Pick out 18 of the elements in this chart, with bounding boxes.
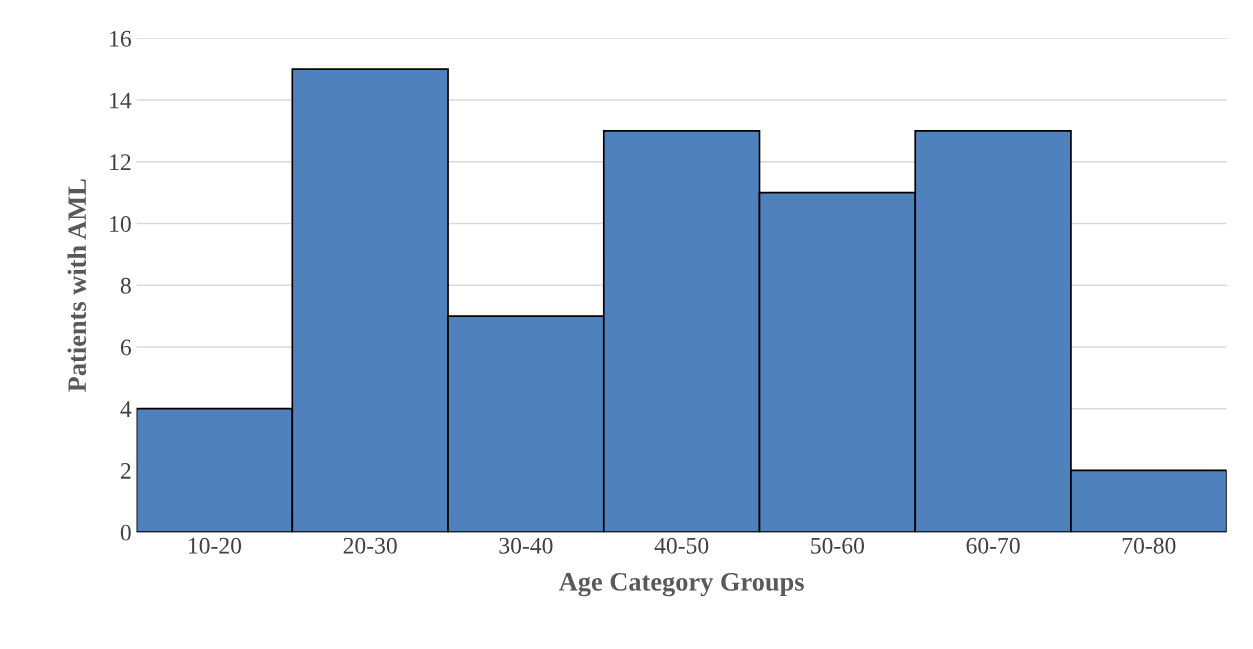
x-tick-label: 60-70 bbox=[966, 537, 1020, 554]
y-tick-label: 14 bbox=[110, 92, 132, 109]
y-tick-label: 2 bbox=[120, 463, 131, 479]
x-tick-label: 10-20 bbox=[188, 537, 242, 554]
y-tick-label: 0 bbox=[120, 524, 131, 541]
y-tick-label: 4 bbox=[120, 401, 132, 417]
y-tick-label: 16 bbox=[110, 30, 132, 47]
y-axis-title: Patients with AML bbox=[67, 179, 87, 392]
x-tick-label: 50-60 bbox=[811, 537, 864, 554]
x-tick-label: 70-80 bbox=[1122, 537, 1176, 554]
x-tick-label: 40-50 bbox=[654, 537, 709, 554]
x-tick-label: 20-30 bbox=[343, 537, 397, 554]
x-tick-label: 30-40 bbox=[499, 537, 553, 554]
y-tick-label: 10 bbox=[110, 215, 131, 232]
y-tick-label: 12 bbox=[110, 154, 131, 170]
x-axis-title: Age Category Groups bbox=[558, 572, 804, 597]
y-tick-label: 8 bbox=[120, 277, 131, 294]
y-tick-label: 6 bbox=[120, 339, 132, 356]
